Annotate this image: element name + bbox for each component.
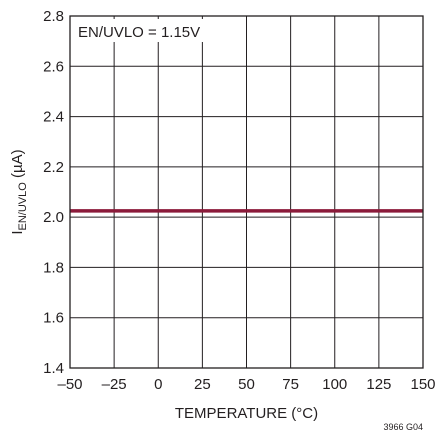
x-tick-label: 75 [282,376,299,393]
y-tick-labels: 1.4 1.6 1.8 2.0 2.2 2.4 2.6 2.8 [43,8,64,377]
y-tick-label: 2.2 [43,159,64,176]
y-tick-label: 2.6 [43,58,64,75]
x-tick-label: 50 [238,376,255,393]
annotation-background [72,19,205,42]
y-tick-label: 2.4 [43,109,64,126]
annotation-label: EN/UVLO = 1.15V [78,24,200,41]
y-tick-label: 1.6 [43,310,64,327]
x-tick-label: 150 [410,376,435,393]
x-tick-label: –25 [102,376,127,393]
y-tick-label: 2.0 [43,209,64,226]
x-tick-label: –50 [57,376,82,393]
x-tick-labels: –50 –25 0 25 50 75 100 125 150 [57,376,435,393]
y-axis-title-subscript: EN/UVLO [17,182,29,231]
y-tick-label: 2.8 [43,8,64,25]
figure-code: 3966 G04 [383,422,423,432]
x-axis-title: TEMPERATURE (°C) [175,405,318,422]
y-axis-title-unit: (µA) [9,149,26,182]
x-tick-label: 0 [154,376,162,393]
y-axis-title-main: I [9,230,26,234]
x-tick-label: 25 [194,376,211,393]
plot-frame [69,15,424,369]
grid-lines [70,16,423,368]
y-tick-label: 1.8 [43,259,64,276]
y-axis-title: IEN/UVLO (µA) [9,149,29,234]
x-tick-label: 100 [322,376,347,393]
y-tick-label: 1.4 [43,360,64,377]
x-tick-label: 125 [366,376,391,393]
